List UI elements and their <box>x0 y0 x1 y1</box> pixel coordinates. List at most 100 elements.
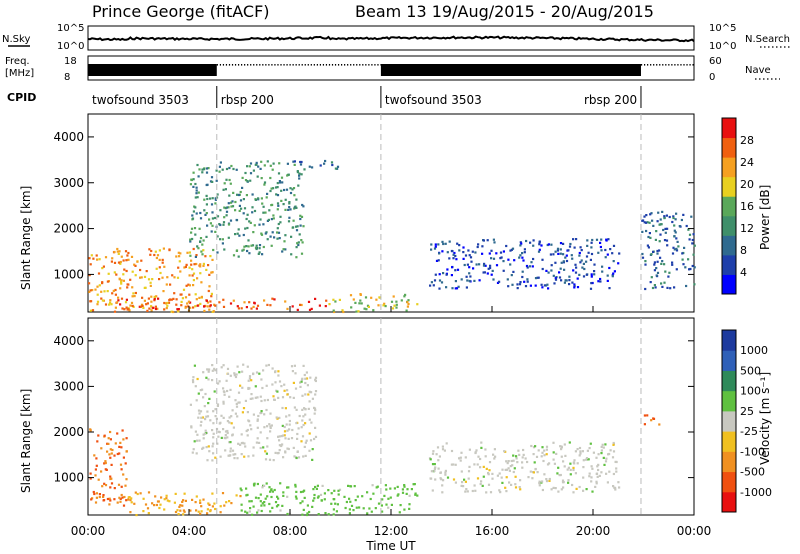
freq-dot <box>362 64 364 66</box>
power-cell <box>143 275 147 278</box>
power-cell <box>292 219 295 222</box>
velocity-cell <box>355 506 358 509</box>
velocity-cell <box>92 490 95 494</box>
velocity-cell <box>408 494 411 497</box>
power-cell <box>188 266 191 269</box>
power-cell <box>665 239 669 242</box>
power-cell <box>328 303 331 306</box>
velocity-cell <box>278 416 281 419</box>
freq-dot <box>374 64 376 66</box>
power-cell <box>278 162 281 165</box>
velocity-cell <box>125 450 128 453</box>
velocity-cell <box>232 426 235 429</box>
power-cell <box>205 212 208 215</box>
colorbar-segment <box>722 157 736 178</box>
velocity-cell <box>190 425 193 428</box>
power-cell <box>382 304 385 307</box>
velocity-cell <box>198 439 201 442</box>
velocity-cell <box>337 493 340 496</box>
power-cell <box>590 282 593 285</box>
velocity-cell <box>166 499 169 502</box>
colorbar-segment <box>722 235 736 256</box>
freq-block <box>88 64 217 76</box>
power-cell <box>471 250 474 253</box>
power-cell <box>266 303 269 306</box>
power-cell <box>523 248 526 251</box>
velocity-cell <box>518 453 521 456</box>
velocity-cell <box>102 495 105 498</box>
power-cell <box>223 248 226 251</box>
velocity-cell <box>279 482 282 485</box>
velocity-cell <box>195 399 198 402</box>
power-cell <box>554 261 557 264</box>
velocity-cell <box>460 451 463 454</box>
power-cell <box>310 307 313 310</box>
velocity-cell <box>276 495 279 498</box>
velocity-cell <box>290 365 294 368</box>
power-cell <box>154 307 158 311</box>
velocity-cell <box>354 499 357 502</box>
power-cell <box>119 260 122 264</box>
velocity-cell <box>211 445 214 448</box>
power-cell <box>406 301 409 304</box>
power-cell <box>232 299 235 302</box>
power-cell <box>599 280 602 283</box>
velocity-cell <box>103 434 106 437</box>
power-cell <box>148 248 151 251</box>
power-cell <box>653 284 656 287</box>
power-cell <box>464 254 468 257</box>
power-cell <box>269 164 272 167</box>
power-cell <box>474 251 477 254</box>
velocity-cell <box>458 457 461 460</box>
power-cell <box>521 256 524 259</box>
velocity-cell <box>118 445 121 448</box>
power-cell <box>168 249 171 252</box>
velocity-cell <box>537 449 540 452</box>
velocity-cell <box>189 403 192 406</box>
power-cell <box>210 271 213 274</box>
power-cell <box>400 299 403 302</box>
velocity-cell <box>116 432 119 435</box>
velocity-cell <box>283 430 287 433</box>
power-cell <box>113 250 116 254</box>
velocity-cell <box>590 476 593 479</box>
power-cell <box>659 218 662 221</box>
power-cell <box>375 298 378 301</box>
power-cell <box>482 271 485 274</box>
velocity-cell <box>109 499 112 502</box>
velocity-cell <box>240 509 243 512</box>
power-cell <box>690 215 693 218</box>
velocity-cell <box>530 444 533 448</box>
power-cell <box>218 170 221 173</box>
power-cell <box>416 303 419 306</box>
power-cell <box>372 309 375 312</box>
velocity-cell <box>597 453 600 456</box>
velocity-cell <box>289 396 292 399</box>
velocity-cell <box>561 479 565 482</box>
power-cell <box>241 249 244 252</box>
power-cell <box>197 175 200 178</box>
velocity-cell <box>397 493 400 496</box>
power-cell <box>196 196 199 199</box>
velocity-cell <box>613 486 616 489</box>
power-cell <box>197 191 200 194</box>
velocity-cell <box>277 504 280 507</box>
power-cell <box>129 278 132 281</box>
velocity-cell <box>192 376 195 379</box>
power-cell <box>282 203 285 206</box>
velocity-cell <box>300 426 303 429</box>
power-cell <box>300 252 304 255</box>
velocity-cell <box>191 451 194 454</box>
velocity-cell <box>195 509 198 512</box>
power-cell <box>350 306 353 309</box>
power-cell <box>295 206 298 209</box>
velocity-cell <box>125 499 128 502</box>
velocity-cell <box>348 497 351 500</box>
velocity-cell <box>310 421 313 424</box>
velocity-cell <box>311 397 314 400</box>
power-cell <box>114 306 117 309</box>
power-cell <box>574 271 578 274</box>
velocity-cell <box>433 467 436 470</box>
power-cell <box>650 253 653 256</box>
power-cell <box>688 233 692 236</box>
